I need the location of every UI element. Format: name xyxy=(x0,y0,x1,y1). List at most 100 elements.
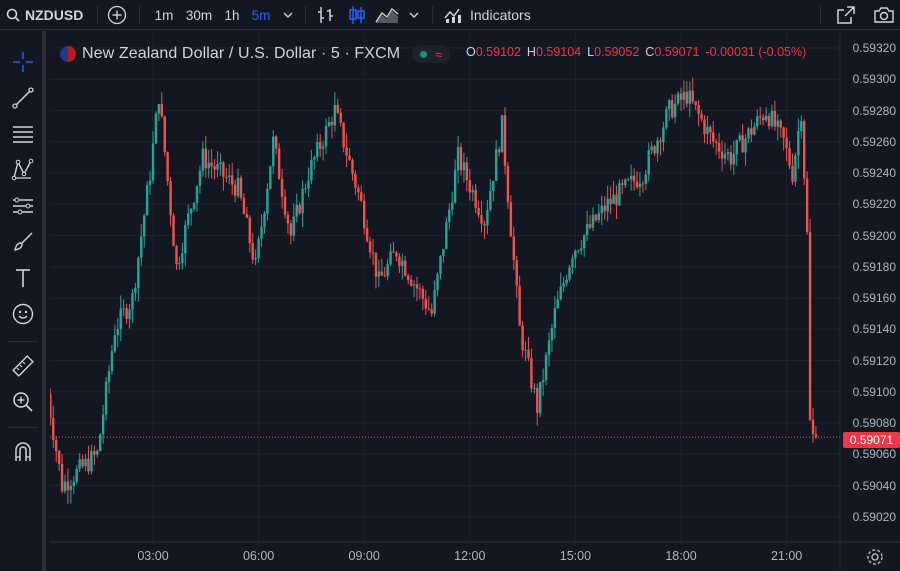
pattern-tool-button[interactable] xyxy=(8,155,38,185)
candle-body xyxy=(647,150,650,175)
candle-body xyxy=(269,166,272,189)
candle-body xyxy=(198,170,202,186)
candle-body xyxy=(228,175,231,178)
text-tool-button[interactable] xyxy=(8,263,38,293)
text-icon xyxy=(16,269,30,287)
magnet-icon xyxy=(15,442,31,461)
candle-body xyxy=(231,175,234,185)
drawing-toolbar xyxy=(0,31,46,571)
pattern-icon xyxy=(11,158,34,181)
time-axis-label: 15:00 xyxy=(559,549,592,563)
candle-body xyxy=(280,179,284,197)
candle-body xyxy=(357,187,360,193)
candle-body xyxy=(571,258,574,268)
forecast-tool-button[interactable] xyxy=(8,191,38,221)
toolbar-divider xyxy=(139,6,140,24)
candle-body xyxy=(386,263,389,277)
candle-body xyxy=(741,135,744,153)
timeframe-5m-button[interactable]: 5m xyxy=(251,7,271,23)
candle-body xyxy=(673,103,677,118)
trend-line-tool-button[interactable] xyxy=(8,83,38,113)
candle-body xyxy=(430,309,433,314)
candle-body xyxy=(764,115,768,121)
legend-title[interactable]: New Zealand Dollar / U.S. Dollar · 5 · F… xyxy=(82,45,401,62)
candle-body xyxy=(93,451,96,455)
brush-tool-button[interactable] xyxy=(8,227,38,257)
candle-body xyxy=(524,349,527,351)
chart-pane[interactable] xyxy=(50,31,900,571)
ohlc-values: O0.59102 H0.59104 L0.59052 C0.59071 -0.0… xyxy=(466,45,806,59)
low-label: L xyxy=(587,45,595,59)
candle-body xyxy=(348,155,351,161)
candle-body xyxy=(192,202,196,210)
candle-body xyxy=(260,226,263,239)
candle-body xyxy=(374,252,378,277)
zoom-in-tool-button[interactable] xyxy=(8,387,38,417)
brush-icon xyxy=(14,232,33,251)
candle-body xyxy=(57,450,61,464)
candle-body xyxy=(134,287,137,293)
candle-body xyxy=(612,194,615,204)
fullscreen-button[interactable] xyxy=(832,0,860,30)
candle-body xyxy=(568,267,571,280)
chart-type-dropdown[interactable] xyxy=(405,0,423,30)
timeframe-1m-button[interactable]: 1m xyxy=(154,7,174,23)
candle-body xyxy=(594,214,598,221)
candle-body xyxy=(703,119,706,134)
candle-body xyxy=(277,148,281,180)
candle-body xyxy=(239,177,243,198)
candle-body xyxy=(345,147,348,156)
candle-body xyxy=(175,246,178,265)
candle-body xyxy=(421,289,425,299)
candle-body xyxy=(110,351,114,372)
candle-body xyxy=(204,148,207,169)
fib-tool-button[interactable] xyxy=(8,119,38,149)
symbol-search-button[interactable]: NZDUSD xyxy=(6,0,90,30)
candle-body xyxy=(583,235,586,249)
candle-body xyxy=(87,458,90,472)
candle-body xyxy=(154,113,158,144)
candle-body xyxy=(756,116,759,127)
candlestick-plot[interactable] xyxy=(50,31,900,571)
candle-body xyxy=(533,387,536,389)
candle-body xyxy=(489,190,492,210)
compare-symbol-button[interactable] xyxy=(104,0,130,30)
measure-tool-button[interactable] xyxy=(8,351,38,381)
candle-body xyxy=(767,115,771,127)
candles-chart-type-button[interactable] xyxy=(343,0,371,30)
area-chart-type-button[interactable] xyxy=(372,0,402,30)
candle-body xyxy=(759,116,762,118)
crosshair-tool-button[interactable] xyxy=(8,47,38,77)
candle-body xyxy=(163,116,166,153)
timeframe-dropdown[interactable] xyxy=(279,0,297,30)
candle-body xyxy=(404,260,407,276)
timeframe-30m-button[interactable]: 30m xyxy=(185,7,213,23)
indicators-button[interactable]: Indicators xyxy=(444,0,540,30)
candle-body xyxy=(785,137,788,149)
candle-body xyxy=(377,271,381,277)
candle-body xyxy=(113,335,117,352)
magnet-tool-button[interactable] xyxy=(8,437,38,467)
candle-body xyxy=(148,180,152,186)
toolbar-divider xyxy=(8,427,38,428)
candle-body xyxy=(409,279,413,286)
emoji-tool-button[interactable] xyxy=(8,299,38,329)
candle-body xyxy=(770,110,774,127)
price-axis-label: 0.59040 xyxy=(852,478,896,493)
market-status-badge[interactable]: ≈ xyxy=(412,45,451,63)
candle-body xyxy=(565,279,568,284)
candle-body xyxy=(412,284,416,286)
top-toolbar: NZDUSD 1m 30m 1h 5m Indicators xyxy=(0,0,900,30)
price-axis-label: 0.59060 xyxy=(852,447,896,462)
screenshot-button[interactable] xyxy=(870,0,898,30)
timeframe-1h-button[interactable]: 1h xyxy=(224,7,240,23)
plus-circle-icon xyxy=(107,5,127,25)
gear-icon xyxy=(867,549,883,565)
candle-body xyxy=(650,146,653,151)
bar-chart-type-button[interactable] xyxy=(312,0,340,30)
candle-body xyxy=(233,184,237,196)
candle-body xyxy=(782,127,785,138)
chart-settings-button[interactable] xyxy=(866,548,884,566)
candle-body xyxy=(726,152,730,155)
candle-body xyxy=(559,286,562,300)
